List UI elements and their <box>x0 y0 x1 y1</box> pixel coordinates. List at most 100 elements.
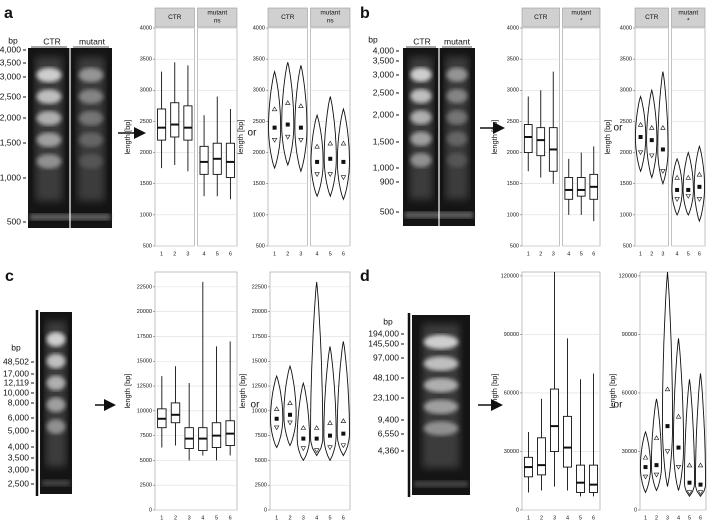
median-marker <box>649 138 654 143</box>
q1-marker <box>314 172 320 177</box>
x-tick-label: 2 <box>650 251 653 257</box>
ladder-label: 4,000 <box>0 44 21 54</box>
q1-marker <box>327 445 333 451</box>
q1-marker <box>685 194 691 199</box>
y-tick-label: 3000 <box>620 88 632 94</box>
box <box>199 145 209 175</box>
ladder-label: 194,000 <box>368 328 399 338</box>
q3-marker <box>313 425 320 430</box>
violin <box>268 69 282 170</box>
ladder-label: 900 <box>380 176 394 186</box>
gel-band <box>36 111 62 126</box>
gel-band <box>446 67 468 82</box>
y-tick-label: 500 <box>256 243 265 249</box>
x-tick-label: 4 <box>201 515 204 521</box>
ladder-label: 1,000 <box>373 162 395 172</box>
gel-band <box>410 110 432 125</box>
median-marker <box>638 135 643 139</box>
y-tick-label: 2000 <box>507 150 519 156</box>
q1-marker <box>653 472 660 478</box>
violin <box>336 341 350 457</box>
q1-marker <box>696 197 703 202</box>
y-axis-label: length [bp] <box>123 119 132 154</box>
violin <box>693 144 706 223</box>
x-tick-label: 1 <box>639 251 642 257</box>
x-tick-label: 3 <box>186 251 189 257</box>
q1-marker <box>285 134 291 140</box>
x-tick-label: 5 <box>580 251 583 257</box>
y-axis-label: length [bp] <box>236 119 245 154</box>
group-label: CTR <box>281 14 295 21</box>
ladder-label: 48,502 <box>3 356 29 366</box>
x-tick-label: 2 <box>286 251 289 257</box>
y-tick-label: 30000 <box>504 449 519 455</box>
median-marker <box>660 147 665 152</box>
median-marker <box>687 480 692 485</box>
violin <box>296 381 310 462</box>
median-marker <box>274 416 279 421</box>
gel-bottom-band <box>42 480 70 486</box>
y-tick-label: 5000 <box>255 458 267 464</box>
y-tick-label: 1000 <box>620 212 632 218</box>
median-marker <box>315 159 320 164</box>
x-tick-label: 4 <box>567 251 570 257</box>
q3-marker <box>686 462 693 468</box>
gel-band <box>78 67 104 83</box>
q1-marker <box>686 490 693 496</box>
x-tick-label: 3 <box>299 251 302 257</box>
plot-panel <box>521 271 601 511</box>
ladder-label: 23,100 <box>373 392 399 402</box>
gel-band <box>446 131 468 146</box>
x-tick-label: 1 <box>273 251 276 257</box>
y-tick-label: 17500 <box>252 334 267 340</box>
y-tick-label: 4000 <box>620 25 632 31</box>
q1-marker <box>313 448 320 454</box>
gel-band <box>423 399 459 414</box>
q1-marker <box>664 449 671 455</box>
x-tick-label: 3 <box>661 251 664 257</box>
q1-marker <box>287 420 293 426</box>
y-tick-label: 0 <box>149 507 152 513</box>
x-tick-label: 4 <box>203 251 206 257</box>
gel-band <box>36 67 62 83</box>
q3-marker <box>685 174 691 180</box>
lane-label: CTR <box>43 36 60 46</box>
q1-marker <box>660 169 666 174</box>
ladder-label: 48,100 <box>373 372 399 382</box>
violin <box>310 113 324 198</box>
gel-band <box>410 153 432 168</box>
ladder-label: 4,000 <box>373 45 395 55</box>
panel-label: c <box>5 268 14 285</box>
gel-band <box>78 132 104 147</box>
y-tick-label: 3000 <box>140 88 152 94</box>
y-tick-label: 10000 <box>252 408 267 414</box>
violin <box>639 430 652 494</box>
y-tick-label: 17500 <box>137 334 152 340</box>
y-tick-label: 1500 <box>140 181 152 187</box>
y-tick-label: 2500 <box>140 483 152 489</box>
q3-marker <box>697 462 704 468</box>
strip-header <box>197 7 238 28</box>
connector-label: or <box>614 400 624 411</box>
gel-band <box>423 356 459 371</box>
violin <box>646 88 658 179</box>
box <box>523 124 533 154</box>
x-tick-label: 4 <box>676 251 679 257</box>
median-marker <box>328 433 332 438</box>
x-tick-label: 1 <box>275 515 278 521</box>
q3-marker <box>327 420 333 425</box>
group-label: CTR <box>534 14 548 21</box>
group-label: CTR <box>168 14 182 21</box>
x-tick-label: 2 <box>288 515 291 521</box>
gel-band <box>423 334 459 350</box>
q3-marker <box>287 400 293 405</box>
gel-band <box>410 88 432 104</box>
ladder-label: 1,500 <box>0 137 21 147</box>
ladder-label: 2,500 <box>373 87 395 97</box>
median-marker <box>686 187 691 192</box>
violin <box>281 62 295 167</box>
y-tick-label: 500 <box>623 243 632 249</box>
ladder-label: 500 <box>380 206 394 216</box>
gel-band <box>446 88 468 104</box>
q1-marker <box>674 197 680 202</box>
